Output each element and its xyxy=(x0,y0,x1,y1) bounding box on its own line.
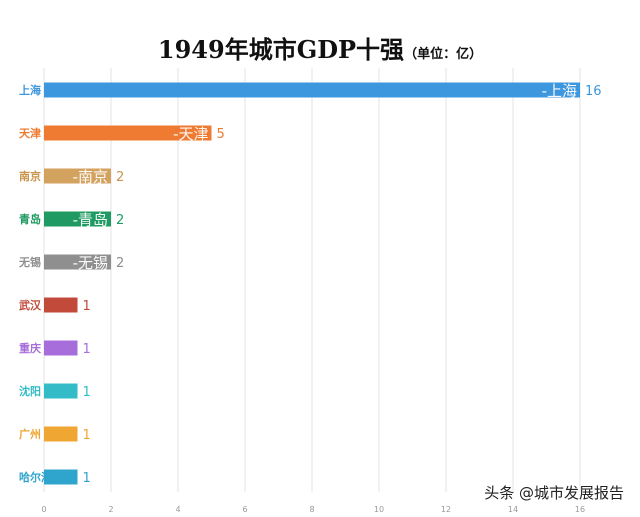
category-label: 上海 xyxy=(19,83,41,97)
chart-title: 1949年城市GDP十强（单位：亿） xyxy=(0,30,640,65)
grid-lines xyxy=(43,68,581,492)
value-label: 1 xyxy=(83,385,91,400)
in-bar-label: -无锡 xyxy=(73,254,108,272)
bar xyxy=(44,426,78,442)
category-label: 广州 xyxy=(19,427,41,441)
category-label: 重庆 xyxy=(19,341,41,355)
value-label: 1 xyxy=(83,471,91,486)
bar xyxy=(44,211,111,227)
category-label: 无锡 xyxy=(18,255,41,269)
in-bar-label: -青岛 xyxy=(73,211,108,229)
x-tick-label: 8 xyxy=(309,505,314,514)
value-label: 2 xyxy=(116,256,124,271)
x-tick-label: 14 xyxy=(508,505,518,514)
chart-title-main: 1949年城市GDP十强 xyxy=(157,35,405,64)
value-label: 2 xyxy=(116,170,124,185)
category-label: 武汉 xyxy=(19,298,42,312)
value-label: 2 xyxy=(116,213,124,228)
in-bar-label: -天津 xyxy=(173,125,208,143)
value-label: 1 xyxy=(83,299,91,314)
x-tick-label: 10 xyxy=(374,505,384,514)
value-label: 1 xyxy=(83,342,91,357)
watermark: 头条 @城市发展报告 xyxy=(484,484,624,502)
chart-title-unit: （单位：亿） xyxy=(404,47,483,62)
bar xyxy=(44,125,212,141)
bar xyxy=(44,82,580,98)
bars xyxy=(44,82,580,485)
x-tick-label: 2 xyxy=(108,505,113,514)
value-label: 16 xyxy=(585,84,602,99)
x-tick-label: 4 xyxy=(175,505,180,514)
x-tick-label: 6 xyxy=(242,505,247,514)
category-label: 天津 xyxy=(19,126,41,140)
category-label: 南京 xyxy=(19,169,41,183)
bar xyxy=(44,383,78,399)
x-tick-label: 12 xyxy=(441,505,451,514)
value-label: 1 xyxy=(83,428,91,443)
bar xyxy=(44,297,78,313)
category-label: 青岛 xyxy=(19,212,41,226)
x-tick-label: 16 xyxy=(575,505,585,514)
value-label: 5 xyxy=(217,127,225,142)
category-label: 沈阳 xyxy=(19,384,41,398)
x-tick-label: 0 xyxy=(41,505,46,514)
bar xyxy=(44,340,78,356)
bar xyxy=(44,168,111,184)
bar xyxy=(44,254,111,270)
bar xyxy=(44,469,78,485)
in-bar-label: -上海 xyxy=(542,82,577,100)
category-label: 哈尔滨 xyxy=(19,470,52,484)
in-bar-label: -南京 xyxy=(73,168,108,186)
